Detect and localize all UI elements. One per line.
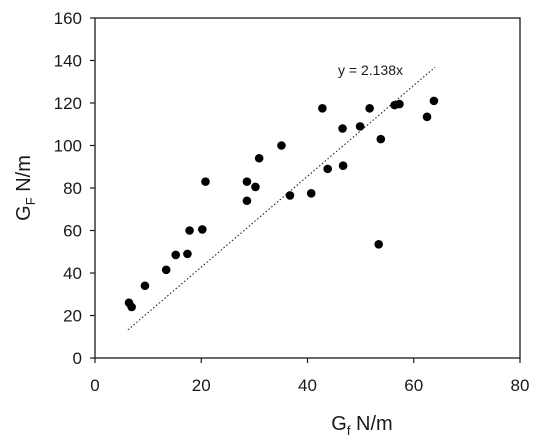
data-point [242,177,252,186]
data-point [185,226,194,235]
data-point [306,189,316,198]
y-tick-label: 120 [54,94,82,113]
y-tick-label: 40 [63,264,82,283]
trendline [127,66,436,331]
y-tick-label: 100 [54,137,82,156]
x-axis-title-unit: N/m [350,413,392,435]
data-point [395,99,404,109]
data-point [285,191,295,200]
data-point [161,265,171,275]
data-point [171,250,181,260]
y-axis-title-subscript: F [23,197,38,205]
y-axis: 0 20 40 60 80 100 120 140 160 [54,9,95,368]
y-tick-label: 160 [54,9,82,28]
data-point [374,240,383,249]
y-tick-label: 20 [63,307,82,326]
trendline-line [127,66,436,331]
x-tick-label: 20 [192,376,211,395]
x-tick-label: 80 [511,376,530,395]
y-tick-label: 80 [63,179,82,198]
x-axis-title: Gf N/m [331,413,392,438]
data-points [124,96,439,312]
data-point [254,153,264,163]
y-axis-title-main: G [13,205,35,221]
trendline-equation: y = 2.138x [338,62,403,78]
data-point [198,225,207,234]
y-tick-label: 60 [63,222,82,241]
data-point [376,134,386,144]
data-point [323,164,332,174]
data-point [140,281,150,291]
data-point [242,196,252,206]
data-point [201,177,210,186]
data-point [365,104,374,113]
data-point [183,249,192,259]
x-axis-title-main: G [331,413,347,435]
y-axis-title: GF N/m [13,155,38,221]
data-point [422,112,432,122]
data-point [127,302,136,312]
x-tick-label: 40 [298,376,317,395]
y-axis-title-unit: N/m [13,155,35,197]
data-point [429,96,439,106]
data-point [318,104,327,113]
plot-border [94,17,521,359]
y-tick-label: 0 [73,349,82,368]
y-tick-label: 140 [54,52,82,71]
plot-area [94,17,521,359]
x-axis: 0 20 40 60 80 [90,358,529,395]
x-tick-label: 0 [90,376,99,395]
x-tick-label: 60 [404,376,423,395]
data-point [251,182,260,192]
data-point [355,122,365,131]
data-point [338,161,348,170]
data-point [338,124,347,133]
data-point [277,141,286,150]
x-axis-title-subscript: f [347,423,351,438]
